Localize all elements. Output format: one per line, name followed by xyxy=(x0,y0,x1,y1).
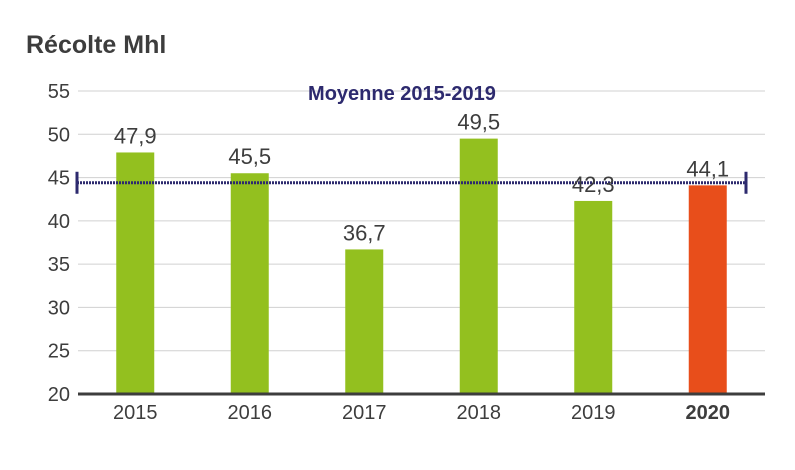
x-axis: 2015 2016 2017 2018 2019 2020 xyxy=(78,392,765,424)
gridlines xyxy=(78,90,765,352)
average-label: Moyenne 2015-2019 xyxy=(308,83,496,105)
bar-2017 xyxy=(345,249,384,394)
data-label-2019: 42,3 xyxy=(572,172,615,197)
y-tick-label: 55 xyxy=(48,81,70,103)
y-tick-label: 30 xyxy=(48,297,70,319)
y-tick-label: 40 xyxy=(48,211,70,233)
average-line-group xyxy=(75,171,748,194)
x-tick-label: 2019 xyxy=(571,402,616,424)
data-label-2020: 44,1 xyxy=(686,156,729,181)
chart-title: Récolte Mhl xyxy=(26,31,166,59)
x-tick-label: 2020 xyxy=(686,402,731,424)
bar-2016 xyxy=(230,173,269,394)
y-tick-label: 50 xyxy=(48,124,70,146)
y-tick-label: 25 xyxy=(48,341,70,363)
x-tick-label: 2017 xyxy=(342,402,387,424)
x-tick-label: 2018 xyxy=(457,402,502,424)
bar-2020 xyxy=(688,185,727,394)
data-label-2018: 49,5 xyxy=(457,110,500,135)
y-tick-label: 35 xyxy=(48,254,70,276)
bar-2018 xyxy=(459,138,498,394)
bars xyxy=(116,138,727,394)
data-labels: 47,9 45,5 36,7 49,5 42,3 44,1 Moyenne 2015-201… xyxy=(114,83,729,245)
y-tick-label: 20 xyxy=(48,384,70,406)
y-axis: 20 25 30 35 40 45 50 55 xyxy=(48,81,70,406)
y-tick-label: 45 xyxy=(48,168,70,190)
bar-2019 xyxy=(574,200,613,394)
data-label-2017: 36,7 xyxy=(343,220,386,245)
data-label-2016: 45,5 xyxy=(228,144,271,169)
data-label-2015: 47,9 xyxy=(114,123,157,148)
x-tick-label: 2016 xyxy=(228,402,273,424)
x-tick-label: 2015 xyxy=(113,402,158,424)
bar-2015 xyxy=(116,152,155,394)
